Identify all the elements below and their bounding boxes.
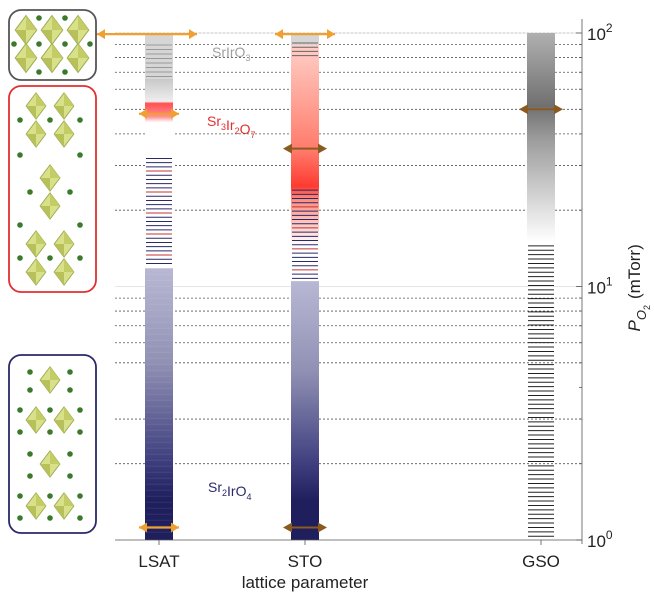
sr-atom [11, 41, 17, 47]
sr-atom [62, 69, 68, 75]
sr-atom [17, 515, 23, 521]
sr-atom [67, 451, 73, 457]
sr-atom [17, 429, 23, 435]
sr2iro4-structure-box [8, 354, 97, 534]
range-marker-left-cap [97, 29, 105, 40]
sr-atom [67, 387, 73, 393]
y-tick-label: 101 [587, 275, 613, 298]
sr-atom [67, 473, 73, 479]
sr-atom [47, 515, 53, 521]
range-marker-left-cap [275, 29, 283, 40]
sr-atom [17, 117, 23, 123]
sr-atom [77, 222, 83, 228]
arrow-marker-left-head [283, 143, 292, 154]
sr-atom [27, 369, 33, 375]
sr-atom [77, 429, 83, 435]
sr-atom [77, 407, 83, 413]
sr-atom [77, 493, 83, 499]
columns-layer [145, 33, 555, 540]
sr-atom [77, 255, 83, 261]
sr-atom [17, 493, 23, 499]
range-marker-right-cap [189, 29, 197, 40]
y-axis: 102 101 100 PO2(mTorr) [576, 19, 652, 551]
sr-atom [17, 255, 23, 261]
sr-atom [47, 493, 53, 499]
sr-atom [17, 407, 23, 413]
sr-atom [47, 255, 53, 261]
sr-atom [17, 222, 23, 228]
range-marker-right-cap [327, 29, 335, 40]
sr-atom [47, 117, 53, 123]
lsat-sr3ir2o7-bar [145, 78, 173, 269]
sto-srio3-bar [291, 33, 319, 45]
phase-labels: SrIrO3 Sr3Ir2O7 Sr2IrO4 [207, 44, 256, 502]
phase-label-sr2iro4: Sr2IrO4 [208, 479, 251, 502]
sr-atom [36, 15, 42, 21]
arrow-marker-left-head [519, 104, 528, 115]
sr-atom [27, 189, 33, 195]
sr-atom [62, 41, 68, 47]
sr-atom [62, 15, 68, 21]
sr-atom [47, 407, 53, 413]
lsat-srio3-bar [145, 33, 173, 79]
lsat-sr2iro4-bar [145, 268, 173, 540]
arrow-marker-left-head [283, 522, 292, 533]
sr-atom [27, 473, 33, 479]
sr-atom [27, 387, 33, 393]
y-tick-label: 100 [587, 528, 613, 551]
arrow-marker-right-head [318, 143, 327, 154]
sr-atom [87, 41, 93, 47]
x-axis: LSAT STO GSO lattice parameter [115, 539, 582, 592]
sr-atom [27, 451, 33, 457]
range-marker-right-cap [171, 108, 179, 119]
range-marker-right-cap [171, 522, 179, 533]
sr-atom [77, 117, 83, 123]
gso-srio3-bar [527, 33, 555, 242]
sr-atom [36, 69, 42, 75]
x-axis-label: lattice parameter [242, 573, 369, 592]
range-marker-left-cap [139, 522, 147, 533]
y-tick-label: 102 [587, 21, 613, 44]
sr-atom [67, 369, 73, 375]
x-tick-label: LSAT [138, 552, 179, 571]
y-axis-label: PO2(mTorr) [625, 244, 652, 331]
x-tick-label: STO [288, 552, 323, 571]
sr-atom [17, 152, 23, 158]
sr-atom [67, 189, 73, 195]
structure-insets [8, 9, 97, 534]
sr-atom [77, 152, 83, 158]
phase-label-sr3ir2o7: Sr3Ir2O7 [207, 113, 256, 140]
range-marker-left-cap [139, 108, 147, 119]
sr3ir2o7-structure-box [8, 85, 97, 293]
x-tick-label: GSO [522, 552, 560, 571]
sr-atom [36, 41, 42, 47]
phase-label-srio3: SrIrO3 [212, 44, 250, 63]
sr-atom [77, 515, 83, 521]
sr-atom [47, 429, 53, 435]
gridlines [115, 32, 582, 465]
arrow-marker-right-head [554, 104, 563, 115]
arrow-marker-right-head [318, 522, 327, 533]
sto-sr2iro4-bar [291, 281, 319, 540]
sto-sr3ir2o7-bar [291, 44, 319, 282]
markers-layer [97, 29, 563, 533]
